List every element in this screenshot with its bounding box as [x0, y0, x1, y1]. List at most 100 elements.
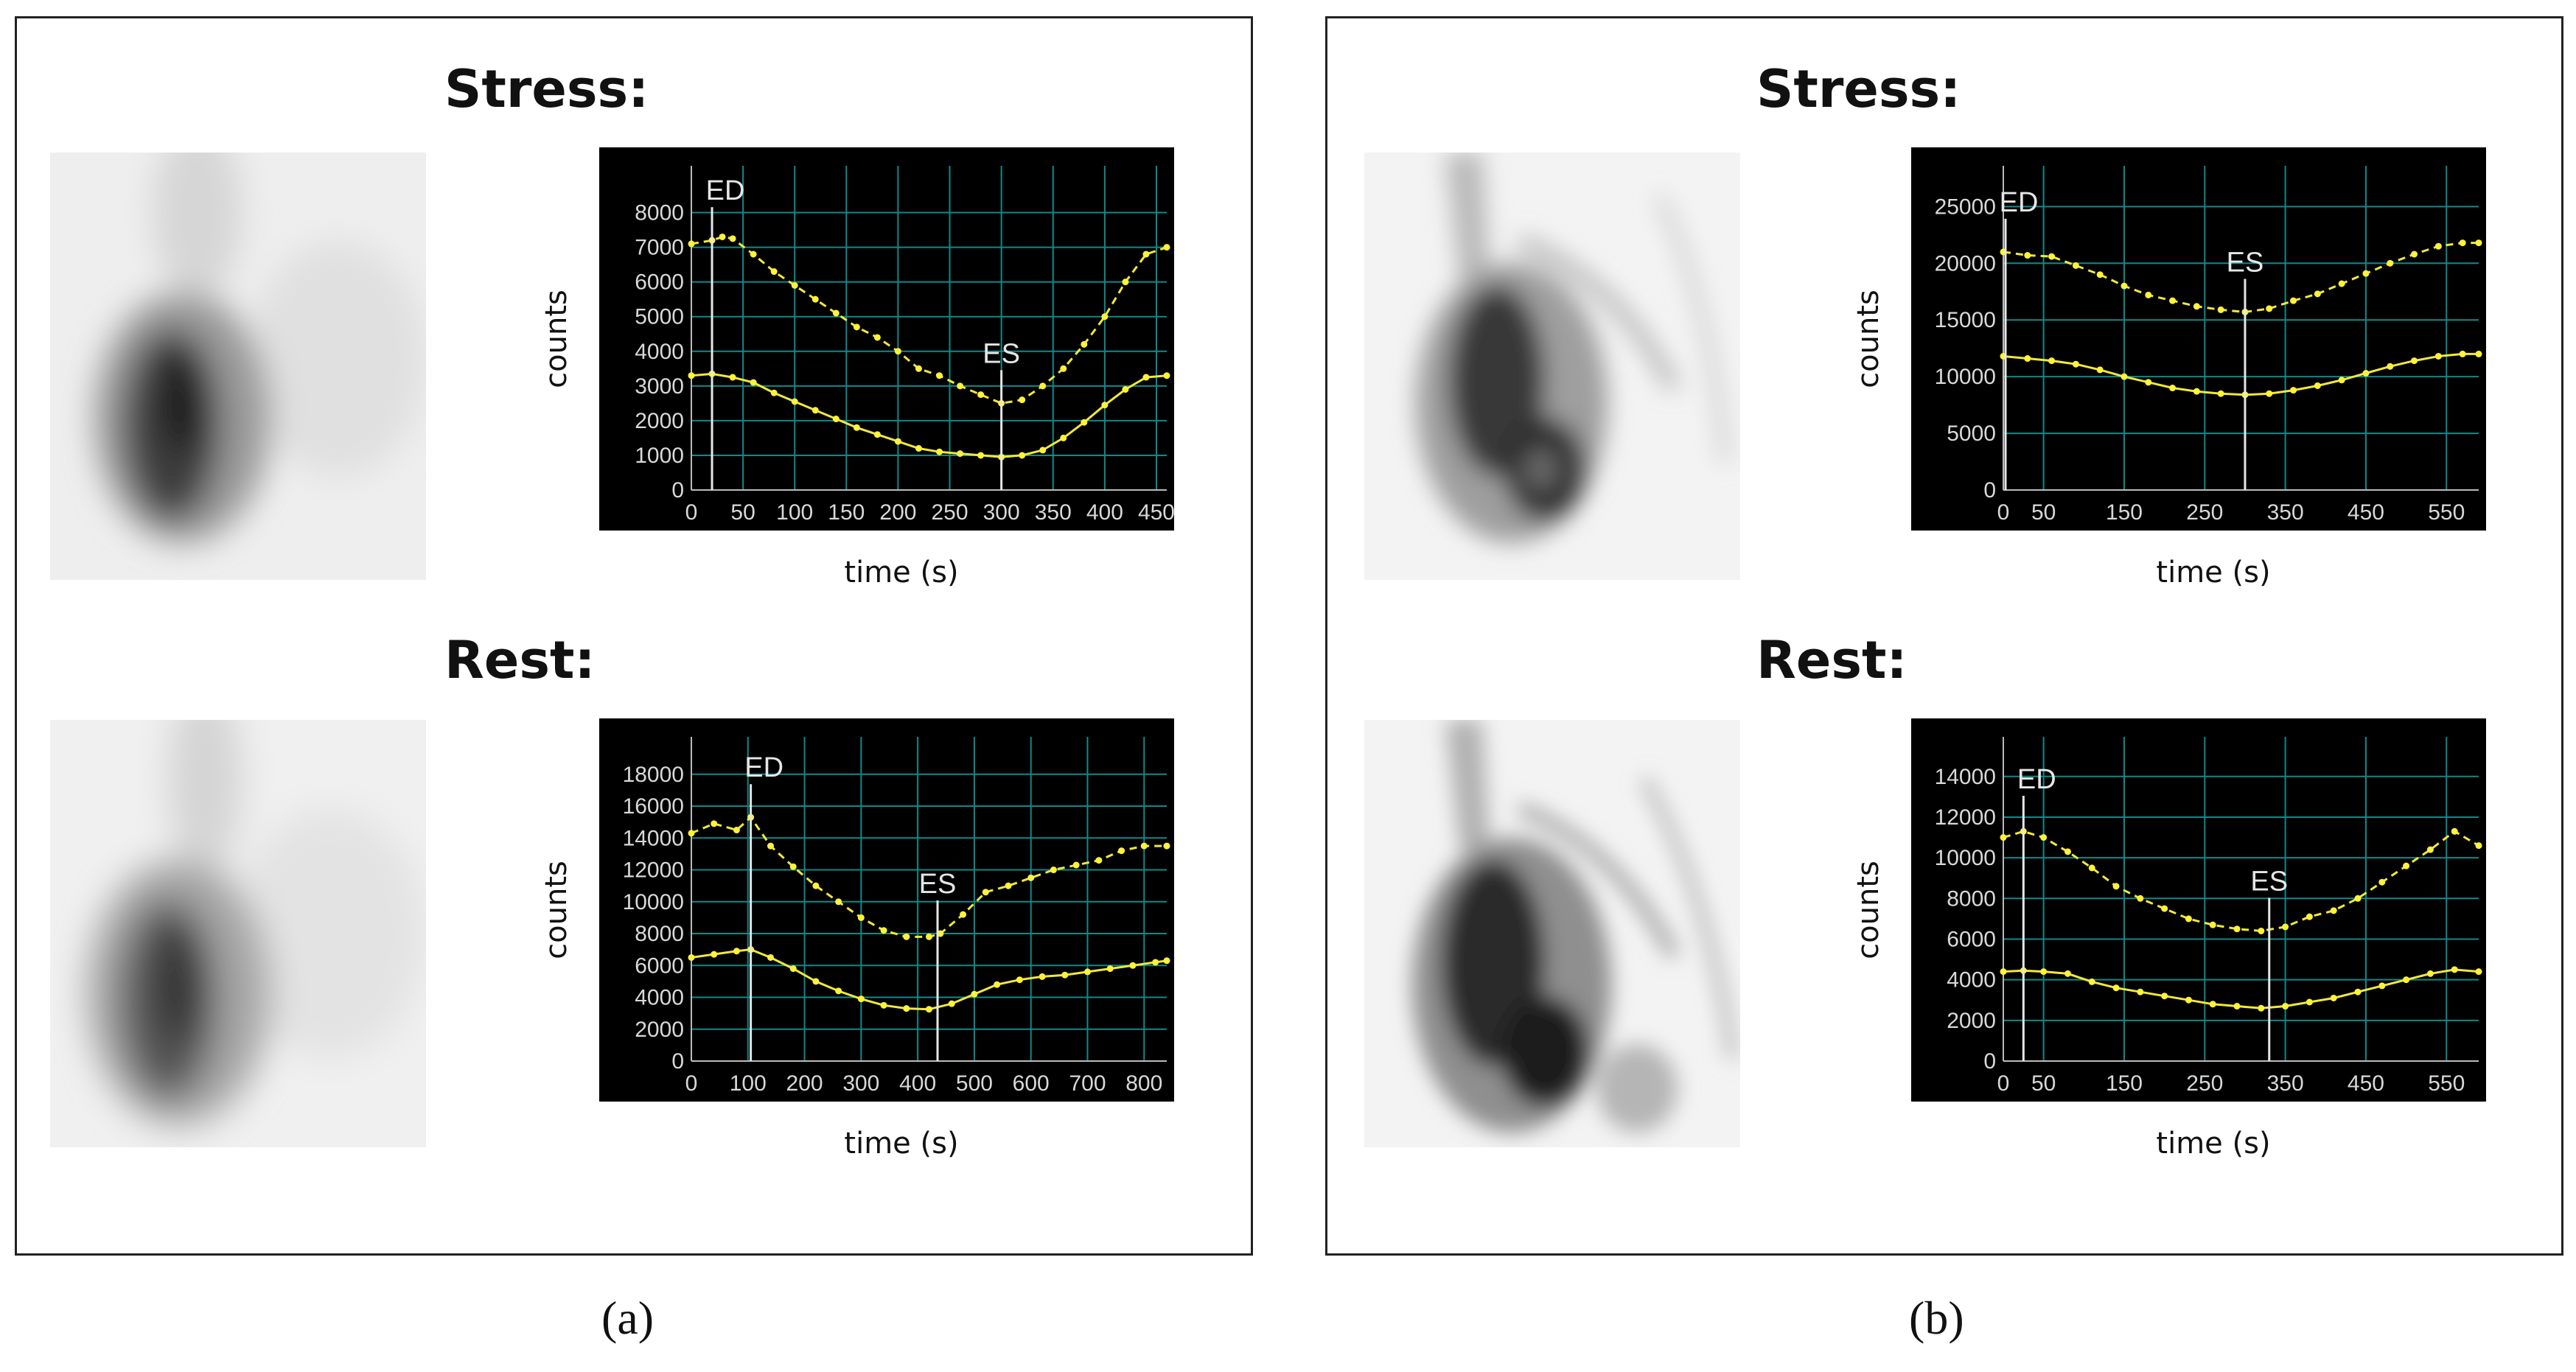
data-point: [2338, 280, 2345, 287]
data-point: [853, 424, 860, 431]
x-tick-label: 50: [730, 500, 755, 525]
data-point: [2024, 355, 2031, 363]
marker-label-ed: ED: [744, 752, 783, 783]
y-tick-label: 4000: [635, 340, 684, 364]
data-point: [1084, 968, 1091, 976]
data-point: [2072, 360, 2079, 368]
data-point: [903, 933, 910, 940]
data-point: [2145, 379, 2152, 386]
y-axis-title: counts: [540, 290, 573, 388]
data-point: [2193, 303, 2200, 310]
data-point: [2290, 297, 2297, 304]
data-point: [2378, 982, 2386, 990]
data-point: [2459, 239, 2466, 247]
data-point: [2072, 262, 2079, 269]
y-tick-label: 4000: [635, 986, 684, 1010]
data-point: [937, 930, 944, 937]
data-point: [2266, 390, 2273, 397]
data-point: [791, 398, 798, 405]
marker-label-es: ES: [2250, 866, 2288, 897]
data-point: [2330, 994, 2337, 1001]
data-point: [926, 1006, 932, 1013]
x-tick-label: 600: [1013, 1071, 1050, 1096]
data-point: [873, 334, 881, 341]
data-point: [2169, 297, 2177, 304]
data-point: [2145, 291, 2152, 298]
data-point: [1027, 874, 1035, 881]
data-point: [2475, 239, 2482, 247]
data-point: [2362, 270, 2370, 277]
data-point: [711, 951, 718, 958]
x-tick-label: 550: [2428, 500, 2465, 525]
panel-b-caption: (b): [1909, 1292, 1964, 1344]
data-point: [2064, 970, 2071, 977]
x-tick-label: 0: [1997, 500, 2010, 525]
data-point: [1118, 847, 1125, 855]
data-point: [1060, 365, 1067, 372]
data-point: [2161, 993, 2168, 1000]
data-point: [2040, 968, 2048, 976]
data-point: [1050, 867, 1057, 874]
data-point: [2088, 864, 2095, 872]
y-tick-label: 5000: [1947, 421, 1996, 446]
data-point: [873, 431, 881, 438]
rest-title: Rest:: [1756, 630, 1907, 690]
data-point: [2121, 282, 2128, 290]
data-point: [2354, 895, 2362, 902]
data-point: [2169, 385, 2177, 392]
x-tick-label: 100: [776, 500, 813, 525]
data-point: [1019, 452, 1026, 459]
data-point: [2112, 883, 2120, 890]
data-point: [2475, 350, 2482, 357]
x-tick-label: 200: [879, 500, 916, 525]
x-tick-label: 150: [828, 500, 865, 525]
data-point: [770, 268, 778, 276]
data-point: [2338, 377, 2345, 384]
y-tick-label: 5000: [635, 305, 684, 329]
data-point: [2434, 242, 2442, 250]
data-point: [1039, 447, 1047, 454]
chart-background: [1911, 718, 2486, 1102]
data-point: [770, 389, 778, 396]
data-point: [1140, 842, 1148, 850]
data-point: [832, 309, 840, 317]
data-point: [880, 1001, 887, 1009]
data-point: [2330, 907, 2337, 914]
y-tick-label: 3000: [635, 374, 684, 399]
x-tick-label: 250: [2186, 500, 2223, 525]
data-point: [2258, 927, 2265, 934]
y-tick-label: 10000: [623, 890, 684, 914]
chart-background: [599, 718, 1174, 1102]
data-point: [1081, 419, 1088, 426]
data-point: [2426, 846, 2434, 853]
data-point: [1072, 861, 1080, 869]
x-tick-label: 400: [899, 1071, 936, 1096]
y-tick-label: 12000: [1935, 805, 1996, 830]
data-point: [894, 348, 901, 355]
panel-a-caption: (a): [601, 1292, 655, 1344]
data-point: [894, 438, 901, 445]
data-point: [1016, 976, 1023, 984]
data-point: [1163, 244, 1170, 251]
y-tick-label: 0: [1983, 478, 1996, 503]
data-point: [2258, 1004, 2265, 1012]
data-point: [1163, 957, 1170, 965]
x-tick-label: 700: [1069, 1071, 1106, 1096]
data-point: [719, 233, 726, 240]
data-point: [2362, 370, 2370, 377]
x-tick-label: 250: [932, 500, 968, 525]
data-point: [2137, 988, 2144, 995]
data-point: [2024, 252, 2031, 259]
y-tick-label: 10000: [1935, 365, 1996, 389]
y-tick-label: 8000: [635, 922, 684, 946]
data-point: [2185, 915, 2192, 923]
data-point: [767, 842, 774, 850]
data-point: [957, 382, 964, 390]
y-axis-title: counts: [1851, 290, 1885, 388]
y-axis-title: counts: [1851, 861, 1885, 959]
y-tick-label: 6000: [635, 953, 684, 978]
scintigraphy-image-rest: [1364, 720, 1740, 1147]
data-point: [994, 981, 1001, 988]
data-point: [960, 911, 967, 918]
data-point: [767, 953, 774, 961]
